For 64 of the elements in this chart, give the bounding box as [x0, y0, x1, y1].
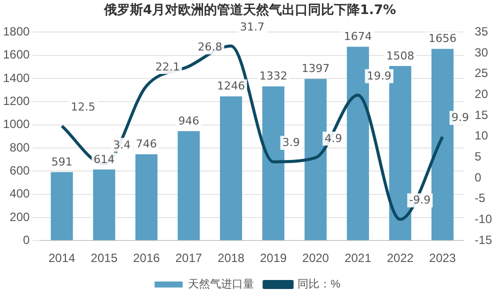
x-tick-label: 2014	[48, 251, 76, 266]
x-tick-label: 2022	[386, 251, 414, 266]
y2-tick-label: 10	[474, 128, 488, 143]
y2-tick-label: 30	[474, 45, 488, 60]
bar	[431, 48, 454, 240]
data-label: 3.4	[113, 138, 131, 152]
data-label: 1656	[428, 32, 457, 46]
y2-tick-label: 5	[474, 150, 482, 164]
y-tick-label: 600	[10, 163, 30, 178]
bar	[178, 131, 200, 240]
data-label: 591	[51, 156, 72, 169]
data-label: 946	[178, 114, 200, 128]
y-tick-label: 0	[23, 232, 30, 247]
y2-tick-label: 15	[474, 108, 488, 122]
x-tick-label: 2021	[344, 251, 372, 266]
y2-tick-label: -15	[474, 232, 492, 247]
y2-tick-label: 25	[474, 66, 488, 80]
x-tick-label: 2017	[175, 251, 202, 266]
x-tick-label: 2018	[218, 251, 245, 266]
y-tick-label: 1000	[2, 117, 30, 132]
x-tick-label: 2019	[260, 251, 287, 266]
data-label: 12.5	[70, 100, 96, 114]
bar	[304, 78, 327, 240]
x-tick-label: 2015	[90, 251, 118, 266]
data-label: 4.9	[324, 132, 342, 146]
data-label: 746	[136, 138, 157, 151]
bar	[262, 86, 284, 240]
chart-title: 俄罗斯4月对欧洲的管道天然气出口同比下降1.7%	[102, 2, 398, 20]
legend-label: 同比：%	[298, 278, 341, 291]
y-tick-label: 200	[10, 210, 30, 224]
data-label: 9.9	[452, 111, 470, 124]
y2-tick-label: -10	[474, 212, 492, 226]
bar	[220, 96, 242, 240]
x-tick-label: 2020	[302, 251, 330, 266]
y2-tick-label: 20	[474, 87, 488, 102]
data-label: 3.9	[282, 136, 300, 150]
data-label: 31.7	[240, 20, 265, 34]
y2-tick-label: -5	[474, 191, 486, 206]
bar	[50, 172, 73, 240]
data-label: 22.1	[155, 60, 180, 74]
y-tick-label: 1600	[2, 48, 30, 62]
bar	[135, 154, 158, 240]
y-tick-label: 400	[10, 186, 30, 201]
x-tick-label: 2023	[429, 251, 456, 266]
data-label: 1332	[259, 70, 288, 83]
bar	[93, 170, 116, 240]
data-label: 1397	[302, 62, 330, 76]
y-tick-label: 1200	[2, 94, 30, 108]
y-tick-label: 1400	[2, 70, 30, 85]
y-tick-label: 1800	[2, 24, 30, 39]
x-tick-label: 2016	[133, 251, 160, 266]
data-label: 1246	[217, 80, 246, 93]
data-label: 26.8	[198, 40, 222, 54]
y-tick-label: 800	[10, 140, 30, 154]
data-label: 614	[94, 152, 115, 166]
bar	[389, 66, 412, 240]
data-label: 1674	[344, 30, 372, 44]
data-label: 1508	[386, 49, 414, 62]
y2-tick-label: 0	[474, 170, 482, 184]
bar	[346, 46, 369, 240]
legend-label: 天然气进口量	[188, 278, 254, 291]
data-label: -9.9	[409, 194, 431, 207]
data-label: 19.9	[366, 69, 392, 82]
y2-tick-label: 35	[474, 24, 488, 39]
